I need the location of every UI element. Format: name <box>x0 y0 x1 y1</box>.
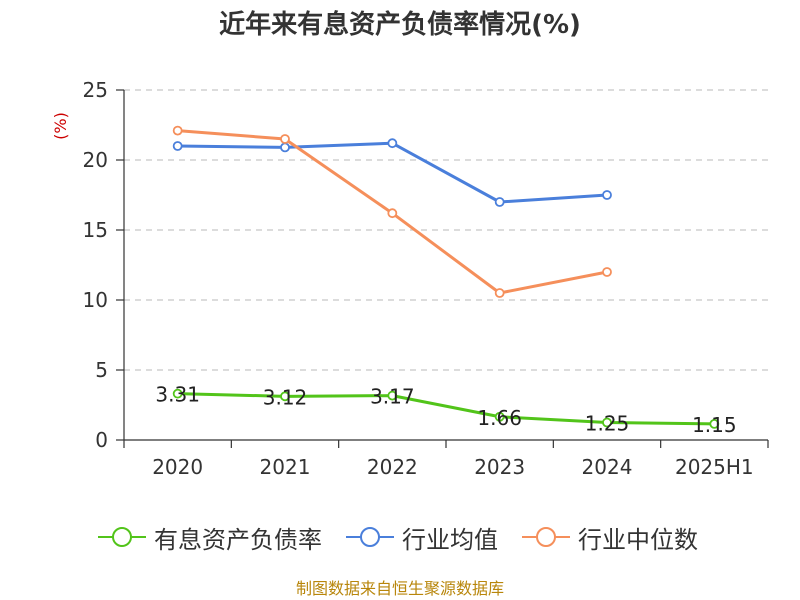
data-label: 1.15 <box>692 413 737 437</box>
legend-marker-icon <box>522 527 570 547</box>
y-tick-label: 25 <box>83 78 108 102</box>
data-point <box>494 411 505 422</box>
grid-lines <box>124 89 768 371</box>
x-tick-label: 2021 <box>260 455 311 479</box>
data-point <box>172 141 183 151</box>
series-line-1 <box>177 141 608 204</box>
line-chart: 0 5 10 15 20 25 2020 2021 2022 2023 2024 2025H1 3.3… <box>51 78 769 479</box>
source-note: 制图数据来自恒生聚源数据库 <box>295 579 504 598</box>
data-point <box>709 418 720 429</box>
legend-label: 行业均值 <box>402 525 498 554</box>
data-point <box>280 391 290 402</box>
legend-label: 行业中位数 <box>578 525 698 554</box>
data-point <box>172 388 183 399</box>
chart-title: 近年来有息资产负债率情况(%) <box>219 10 581 40</box>
x-tick-label: 2024 <box>582 455 633 479</box>
x-tick-label: 2022 <box>367 455 418 479</box>
data-label: 3.31 <box>155 383 200 407</box>
data-point <box>494 197 505 207</box>
y-tick-label: 15 <box>83 218 108 242</box>
data-point <box>387 208 398 219</box>
series-lines <box>172 125 720 429</box>
y-tick-label: 0 <box>95 428 108 452</box>
x-tick-label: 2023 <box>474 455 525 479</box>
y-tick-label: 10 <box>83 288 108 312</box>
data-point <box>280 134 290 144</box>
legend-marker-icon <box>98 527 146 547</box>
axes: 0 5 10 15 20 25 2020 2021 2022 2023 2024 2025H1 <box>83 78 769 479</box>
data-point <box>494 288 505 298</box>
data-point <box>387 138 398 149</box>
data-point <box>172 125 183 136</box>
legend-item-series-0[interactable]: 有息资产负债率 <box>98 515 322 559</box>
data-labels: 3.31 3.12 3.17 1.66 1.25 1.15 <box>155 383 736 437</box>
legend: 有息资产负债率 行业均值 行业中位数 <box>0 515 800 559</box>
y-axis-label: (%) <box>51 112 70 140</box>
y-tick-label: 20 <box>83 148 108 172</box>
legend-item-series-2[interactable]: 行业中位数 <box>522 515 698 559</box>
legend-marker-icon <box>346 527 394 547</box>
data-point <box>602 417 612 428</box>
data-point <box>602 267 612 277</box>
legend-item-series-1[interactable]: 行业均值 <box>346 515 498 559</box>
data-point <box>280 142 290 153</box>
data-label: 1.25 <box>585 412 630 436</box>
data-label: 3.12 <box>263 385 308 409</box>
data-point <box>602 190 612 200</box>
x-tick-label: 2025H1 <box>675 455 754 479</box>
data-label: 1.66 <box>477 406 522 430</box>
x-tick-label: 2020 <box>152 455 203 479</box>
y-tick-label: 5 <box>95 358 108 382</box>
data-label: 3.17 <box>370 385 415 409</box>
data-point <box>387 390 398 401</box>
legend-label: 有息资产负债率 <box>154 525 322 554</box>
series-line-0 <box>177 392 715 426</box>
